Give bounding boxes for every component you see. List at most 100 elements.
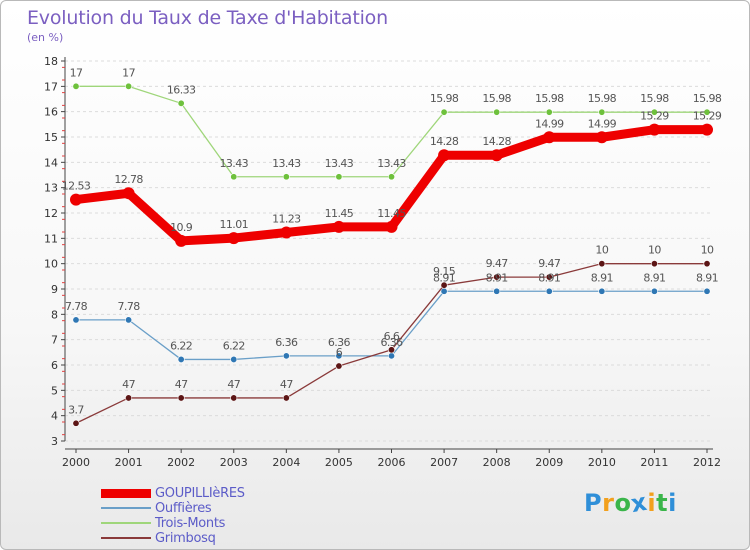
- x-tick-label: 2001: [115, 456, 143, 469]
- data-point: [282, 173, 290, 181]
- data-label: 10: [595, 244, 608, 257]
- data-point: [543, 131, 556, 144]
- data-point: [545, 108, 553, 116]
- x-tick-label: 2008: [483, 456, 511, 469]
- data-label: 47: [175, 378, 188, 391]
- data-label: 6: [336, 346, 343, 359]
- logo-letter: r: [602, 489, 615, 517]
- x-tick-label: 2000: [62, 456, 90, 469]
- data-point: [122, 187, 135, 200]
- x-tick-label: 2010: [588, 456, 616, 469]
- y-tick-label: 5: [51, 384, 58, 397]
- logo-letter: t: [656, 489, 669, 517]
- data-label: 6.22: [223, 339, 245, 352]
- data-point: [177, 394, 185, 402]
- data-label: 17: [70, 66, 83, 79]
- data-point: [493, 108, 501, 116]
- data-point: [72, 82, 80, 90]
- data-label: 15.98: [640, 92, 669, 105]
- data-label: 9.47: [538, 257, 561, 270]
- y-tick-label: 8: [51, 308, 58, 321]
- y-tick-label: 12: [44, 207, 58, 220]
- y-tick-label: 9: [51, 283, 58, 296]
- data-label: 8.91: [643, 271, 665, 284]
- legend-label: GOUPILLIèRES: [155, 486, 245, 501]
- data-point: [598, 287, 606, 295]
- data-point: [230, 173, 238, 181]
- data-point: [650, 260, 658, 268]
- data-point: [332, 220, 345, 233]
- data-point: [598, 108, 606, 116]
- chart-unit-label: (en %): [27, 31, 64, 44]
- data-label: 14.99: [588, 117, 617, 130]
- y-tick-label: 10: [44, 258, 58, 271]
- x-tick-label: 2004: [272, 456, 300, 469]
- data-label: 16.33: [167, 83, 196, 96]
- data-label: 47: [227, 378, 240, 391]
- data-point: [701, 123, 713, 136]
- y-tick-label: 15: [44, 131, 58, 144]
- data-label: 47: [280, 378, 293, 391]
- data-point: [387, 346, 395, 354]
- data-point: [703, 287, 711, 295]
- data-label: 9.15: [433, 265, 456, 278]
- data-label: 6.36: [380, 336, 403, 349]
- logo-letter: o: [614, 489, 632, 517]
- data-point: [648, 123, 661, 136]
- x-tick-label: 2007: [430, 456, 458, 469]
- data-label: 8.91: [486, 271, 508, 284]
- logo-letter: P: [584, 489, 603, 517]
- data-label: 9.47: [486, 257, 509, 270]
- data-label: 8.91: [591, 271, 613, 284]
- data-point: [227, 232, 240, 245]
- data-label: 11.45: [377, 207, 406, 220]
- proxiti-logo: Proxiti: [584, 488, 677, 518]
- x-tick-label: 2005: [325, 456, 353, 469]
- y-tick-label: 16: [44, 106, 58, 119]
- data-label: 3.7: [68, 403, 84, 416]
- x-tick-label: 2009: [535, 456, 563, 469]
- data-point: [125, 394, 133, 402]
- data-label: 47: [122, 378, 135, 391]
- data-label: 13.43: [220, 157, 249, 170]
- logo-letter: i: [647, 489, 657, 517]
- data-label: 6.36: [328, 336, 351, 349]
- data-point: [650, 287, 658, 295]
- data-label: 15.29: [693, 110, 722, 123]
- data-label: 13.43: [377, 157, 406, 170]
- data-point: [72, 316, 80, 324]
- data-point: [438, 149, 451, 162]
- x-tick-label: 2011: [640, 456, 668, 469]
- data-label: 17: [122, 66, 135, 79]
- data-label: 10.9: [170, 221, 193, 234]
- y-tick-label: 14: [44, 156, 58, 169]
- data-point: [493, 273, 501, 281]
- data-point: [335, 362, 343, 370]
- y-tick-label: 3: [51, 435, 58, 448]
- data-point: [282, 394, 290, 402]
- y-tick-label: 13: [44, 182, 58, 195]
- data-label: 15.98: [535, 92, 564, 105]
- data-label: 10: [701, 244, 714, 257]
- data-label: 15.98: [482, 92, 511, 105]
- data-point: [598, 260, 606, 268]
- y-tick-label: 17: [44, 80, 58, 93]
- data-point: [440, 108, 448, 116]
- legend-swatch: [101, 537, 151, 539]
- x-tick-label: 2006: [378, 456, 406, 469]
- data-label: 10: [648, 244, 661, 257]
- data-label: 11.23: [272, 213, 301, 226]
- data-point: [545, 273, 553, 281]
- data-label: 8.91: [538, 271, 560, 284]
- data-label: 14.28: [430, 135, 459, 148]
- data-label: 8.91: [433, 271, 455, 284]
- data-point: [703, 108, 711, 116]
- data-point: [335, 352, 343, 360]
- chart-title: Evolution du Taux de Taxe d'Habitation: [27, 7, 388, 29]
- data-label: 12.53: [62, 180, 91, 193]
- data-point: [230, 355, 238, 363]
- legend-swatch: [101, 488, 151, 498]
- data-label: 6.6: [384, 330, 400, 343]
- data-point: [440, 281, 448, 289]
